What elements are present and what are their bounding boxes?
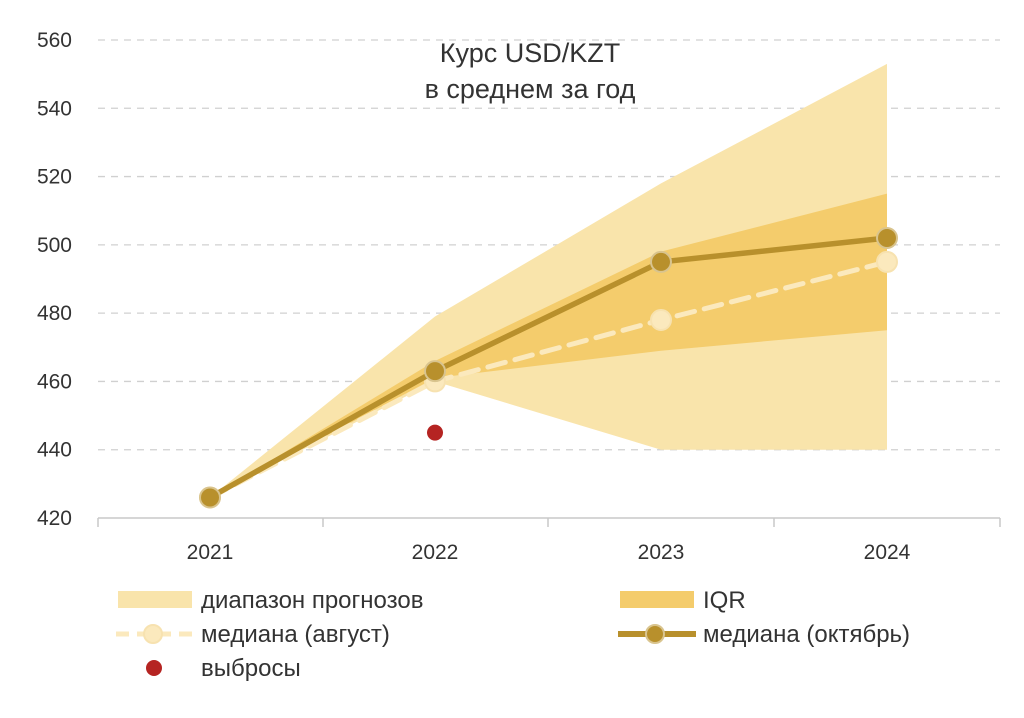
forecast-range-band xyxy=(210,63,887,498)
legend-range-swatch xyxy=(118,591,192,608)
x-axis xyxy=(97,517,1001,527)
outlier-point-2022 xyxy=(427,424,443,441)
median-oct-point-2023 xyxy=(650,250,672,273)
iqr-band xyxy=(210,193,887,498)
y-tick-label-460: 460 xyxy=(37,370,72,393)
median-aug-point-2023 xyxy=(650,308,672,331)
forecast-bands xyxy=(210,63,887,498)
legend-range-label: диапазон прогнозов xyxy=(201,587,423,614)
x-axis-ticks: 2021 2022 2023 2024 xyxy=(187,541,911,564)
legend-outlier-marker xyxy=(146,660,162,676)
legend-iqr-swatch xyxy=(620,591,694,608)
median-aug-line xyxy=(207,259,890,501)
median-series xyxy=(199,227,898,509)
legend: диапазон прогнозов IQR медиана (август) … xyxy=(116,587,910,682)
median-oct-point-2024 xyxy=(876,227,898,250)
legend-median-oct-label: медиана (октябрь) xyxy=(703,621,910,648)
x-tick-label-2023: 2023 xyxy=(638,541,685,564)
y-axis-ticks: 420 440 460 480 500 520 540 560 xyxy=(37,29,72,530)
y-tick-label-560: 560 xyxy=(37,29,72,52)
y-tick-label-520: 520 xyxy=(37,166,72,189)
chart-title-line-2: в среднем за год xyxy=(425,74,636,104)
legend-median-aug-marker xyxy=(143,624,163,644)
y-tick-label-540: 540 xyxy=(37,97,72,120)
median-aug-point-2024 xyxy=(876,250,898,273)
median-oct-point-2022 xyxy=(424,360,446,383)
y-tick-label-440: 440 xyxy=(37,439,72,462)
y-tick-label-500: 500 xyxy=(37,234,72,257)
legend-iqr-label: IQR xyxy=(703,587,746,614)
legend-median-aug-label: медиана (август) xyxy=(201,621,390,648)
x-tick-label-2021: 2021 xyxy=(187,541,234,564)
chart-title-line-1: Курс USD/KZT xyxy=(440,38,620,68)
median-oct-line xyxy=(208,235,888,500)
x-tick-label-2024: 2024 xyxy=(864,541,911,564)
y-tick-label-420: 420 xyxy=(37,507,72,530)
legend-outliers-label: выбросы xyxy=(201,655,301,682)
y-tick-label-480: 480 xyxy=(37,302,72,325)
legend-median-oct-marker xyxy=(645,624,665,644)
median-oct-point-2021 xyxy=(199,486,221,509)
x-tick-label-2022: 2022 xyxy=(412,541,459,564)
outlier-points xyxy=(427,424,443,441)
